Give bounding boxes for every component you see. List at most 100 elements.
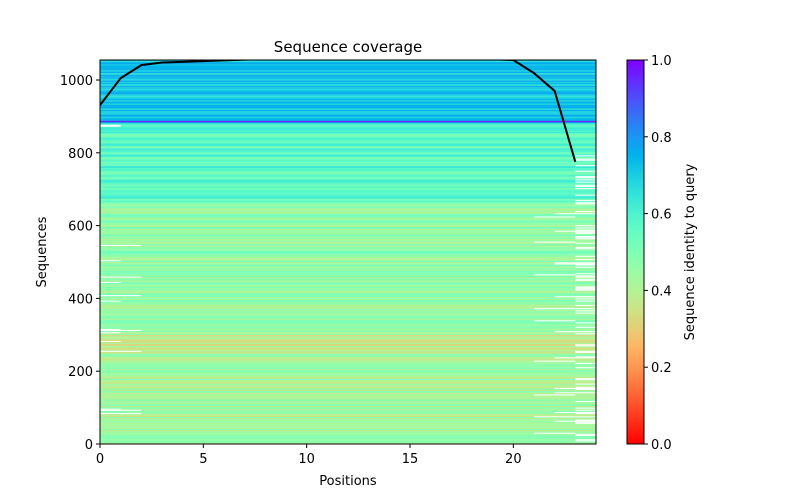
heatmap-row: [100, 246, 596, 248]
coverage-gap: [575, 279, 596, 281]
heatmap-row: [100, 114, 596, 116]
x-axis: 0 5 10 15 20: [96, 444, 522, 467]
heatmap-row: [100, 226, 596, 229]
y-axis-label: Sequences: [35, 216, 50, 287]
coverage-gap: [100, 332, 121, 334]
heatmap-row: [100, 224, 596, 226]
heatmap-row: [100, 343, 596, 345]
heatmap-row: [100, 67, 596, 69]
heatmap-row: [100, 326, 596, 328]
heatmap-row: [100, 98, 596, 101]
coverage-gap: [554, 263, 596, 265]
heatmap-row: [100, 150, 596, 152]
coverage-gap: [575, 433, 596, 435]
heatmap-row: [100, 178, 596, 181]
heatmap-row: [100, 270, 596, 272]
heatmap-row: [100, 90, 596, 92]
coverage-gap: [100, 330, 142, 332]
heatmap-row: [100, 418, 596, 421]
heatmap-row: [100, 352, 596, 354]
coverage-gap: [534, 274, 576, 276]
coverage-gap: [554, 357, 596, 359]
coverage-gap: [575, 362, 596, 364]
heatmap-row: [100, 124, 596, 126]
heatmap-row: [100, 78, 596, 80]
heatmap-row: [100, 385, 596, 387]
heatmap-row: [100, 355, 596, 357]
coverage-gap: [554, 331, 596, 333]
coverage-gap: [100, 340, 121, 342]
heatmap-row: [100, 295, 596, 297]
heatmap-row: [100, 156, 596, 159]
heatmap-row: [100, 247, 596, 249]
coverage-gap: [575, 259, 596, 261]
heatmap-row: [100, 68, 596, 70]
heatmap-row: [100, 60, 596, 63]
heatmap-row: [100, 419, 596, 422]
heatmap-row: [100, 197, 596, 199]
coverage-gap: [100, 409, 142, 411]
coverage-gap: [575, 200, 596, 202]
heatmap-row: [100, 290, 596, 292]
heatmap-row: [100, 395, 596, 398]
coverage-gap: [575, 225, 596, 227]
heatmap-row: [100, 116, 596, 118]
heatmap-row: [100, 210, 596, 212]
heatmap-row: [100, 423, 596, 425]
heatmap-row: [100, 133, 596, 136]
heatmap-row: [100, 136, 596, 138]
coverage-gap: [575, 247, 596, 249]
heatmap-row: [100, 209, 596, 211]
heatmap-row: [100, 70, 596, 72]
heatmap-row: [100, 228, 596, 231]
x-tick-label: 5: [199, 452, 207, 467]
heatmap-row: [100, 267, 596, 269]
x-tick-label: 0: [96, 452, 104, 467]
heatmap-row: [100, 106, 596, 108]
colorbar-label: Sequence identity to query: [683, 163, 698, 340]
heatmap-row: [100, 97, 596, 100]
coverage-gap: [575, 419, 596, 421]
x-tick-label: 20: [505, 452, 522, 467]
heatmap-row: [100, 292, 596, 294]
heatmap-row: [100, 237, 596, 240]
heatmap-row: [100, 79, 596, 81]
heatmap-row: [100, 145, 596, 148]
coverage-gap: [575, 194, 596, 196]
heatmap-row: [100, 405, 596, 408]
heatmap-row: [100, 177, 596, 179]
heatmap-row: [100, 191, 596, 194]
heatmap-row: [100, 148, 596, 150]
heatmap-row: [100, 304, 596, 306]
heatmap-row: [100, 412, 596, 414]
heatmap-row: [100, 309, 596, 312]
coverage-gap: [575, 236, 596, 238]
heatmap-row: [100, 286, 596, 289]
heatmap-row: [100, 436, 596, 438]
heatmap-row: [100, 344, 596, 347]
heatmap-row: [100, 214, 596, 217]
heatmap-row: [100, 151, 596, 153]
heatmap-row: [100, 239, 596, 242]
coverage-gap: [575, 379, 596, 381]
heatmap-row: [100, 221, 596, 223]
heatmap-row: [100, 232, 596, 234]
heatmap-row: [100, 390, 596, 392]
heatmap-row: [100, 299, 596, 302]
heatmap-row: [100, 120, 596, 123]
heatmap-row: [100, 80, 596, 82]
heatmap-row: [100, 271, 596, 273]
chart-title: Sequence coverage: [274, 38, 422, 56]
heatmap-row: [100, 350, 596, 352]
heatmap-row: [100, 319, 596, 321]
heatmap-row: [100, 146, 596, 149]
heatmap-row: [100, 416, 596, 419]
heatmap-row: [100, 141, 596, 143]
heatmap-row: [100, 294, 596, 296]
heatmap-row: [100, 101, 596, 103]
heatmap-row: [100, 358, 596, 361]
heatmap-row: [100, 60, 596, 62]
coverage-gap: [575, 227, 596, 229]
heatmap-row: [100, 167, 596, 170]
heatmap-row: [100, 275, 596, 278]
